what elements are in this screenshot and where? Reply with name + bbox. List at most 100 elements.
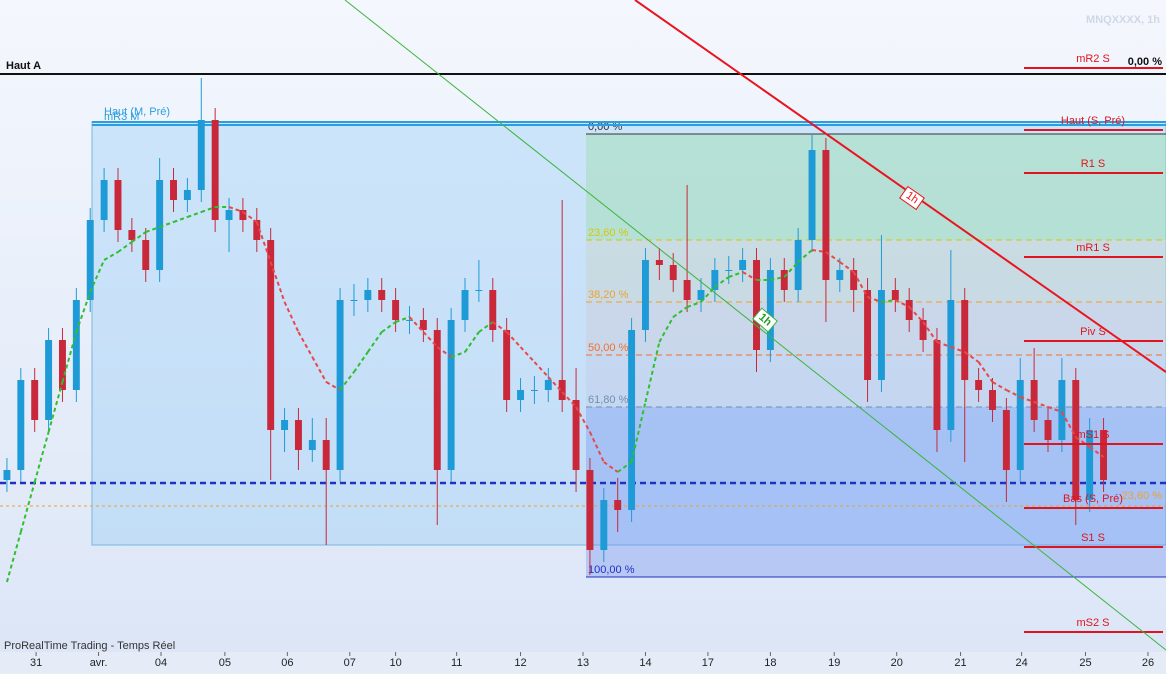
trend-line-red xyxy=(634,0,1166,373)
x-tick-label: 24 xyxy=(1016,657,1028,669)
ma-segment xyxy=(811,249,827,253)
ma-segment xyxy=(936,341,952,348)
ma-segment xyxy=(1033,401,1049,408)
candle-body xyxy=(989,390,996,410)
candle-body xyxy=(197,120,205,190)
ma-segment xyxy=(325,381,341,391)
ma-segment xyxy=(728,271,743,278)
ma-segment xyxy=(575,406,591,433)
x-tick-label: 31 xyxy=(30,657,42,669)
candle-body xyxy=(864,290,872,380)
ma-segment xyxy=(228,206,244,213)
ma-segment xyxy=(505,331,522,348)
ma-segment xyxy=(1075,436,1091,448)
ma-segment xyxy=(672,306,688,318)
ma-segment xyxy=(867,296,882,303)
candle-body xyxy=(725,270,733,271)
annotation: Haut (M, Pré) xyxy=(104,106,170,118)
x-tick-label: 13 xyxy=(577,657,589,669)
candle-body xyxy=(114,180,122,230)
ma-segment xyxy=(61,331,78,383)
x-tick-label: 05 xyxy=(219,657,231,669)
x-tick-label: 17 xyxy=(702,657,714,669)
candle-body xyxy=(1086,430,1094,500)
candle-body xyxy=(378,290,386,300)
ma-segment xyxy=(881,299,896,303)
candle-body xyxy=(669,265,677,280)
candle-body xyxy=(475,290,483,291)
ma-segment xyxy=(1005,389,1021,398)
ma-segment xyxy=(187,211,202,218)
ma-segment xyxy=(1019,396,1035,403)
level-label: mR2 S xyxy=(1076,53,1110,65)
ma-segment xyxy=(603,461,619,473)
annotation: 23,60 % xyxy=(1122,490,1163,502)
plot-background xyxy=(0,0,1166,652)
ma-segment xyxy=(131,231,147,243)
candle-body xyxy=(419,320,427,330)
candle-body xyxy=(1100,430,1108,480)
fib-label: 0,00 % xyxy=(588,121,622,133)
candle-body xyxy=(1016,380,1024,470)
x-tick-label: 07 xyxy=(344,657,356,669)
candle-body xyxy=(1058,380,1066,440)
x-tick-label: 19 xyxy=(828,657,840,669)
candle-body xyxy=(1030,380,1038,420)
candle-body xyxy=(517,390,525,400)
ma-segment xyxy=(852,271,869,298)
candle-body xyxy=(45,340,53,420)
ma-segment xyxy=(839,261,855,273)
candle-body xyxy=(142,240,150,270)
ma-segment xyxy=(381,321,397,333)
candle-body xyxy=(544,380,552,390)
candle-body xyxy=(961,300,969,380)
level-label: S1 S xyxy=(1081,532,1105,544)
candle-body xyxy=(641,260,649,330)
ma-segment xyxy=(5,531,22,583)
candle-body xyxy=(711,270,719,290)
candle-body xyxy=(683,280,691,300)
trend-line-green xyxy=(344,0,1166,651)
ma-segment xyxy=(395,316,410,323)
candle-body xyxy=(919,320,927,340)
candle-body xyxy=(572,400,580,470)
ma-segment xyxy=(964,351,980,363)
candle-body xyxy=(836,270,844,280)
ma-segment xyxy=(436,346,452,358)
ma-segment xyxy=(644,341,661,403)
ma-segment xyxy=(33,431,50,483)
candle-body xyxy=(850,270,858,290)
candle-body xyxy=(489,290,497,330)
candle-body xyxy=(281,420,289,430)
candle-body xyxy=(433,330,441,470)
candle-body xyxy=(600,500,608,550)
candle-body xyxy=(655,260,663,265)
candle-body xyxy=(558,380,566,400)
ma-segment xyxy=(297,331,314,358)
candle-body xyxy=(586,470,594,550)
candle-body xyxy=(58,340,66,390)
fib-label: 100,00 % xyxy=(588,564,635,576)
candle-body xyxy=(211,120,219,220)
ma-segment xyxy=(492,321,508,333)
ma-segment xyxy=(269,261,286,303)
candle-body xyxy=(31,380,39,420)
x-tick-label: 10 xyxy=(389,657,401,669)
ma-segment xyxy=(117,241,133,253)
x-tick-label: avr. xyxy=(90,657,108,669)
candle-body xyxy=(3,470,11,480)
trend-tag-text: 1h xyxy=(904,189,921,206)
ma-segment xyxy=(783,261,799,278)
candle-body xyxy=(156,180,164,270)
ma-segment xyxy=(339,371,355,391)
ma-segment xyxy=(422,331,438,348)
ma-segment xyxy=(145,226,160,233)
candle-body xyxy=(183,190,191,200)
candle-body xyxy=(447,320,455,470)
ma-segment xyxy=(797,249,813,263)
ma-segment xyxy=(770,276,785,281)
ma-segment xyxy=(908,306,924,323)
ma-segment xyxy=(825,251,841,263)
candle-body xyxy=(267,240,275,430)
